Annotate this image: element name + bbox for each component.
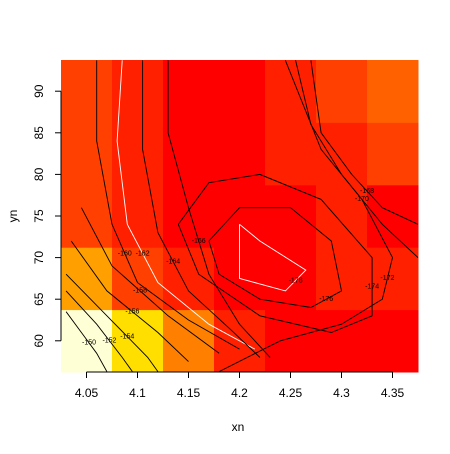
heat-cell [112, 122, 164, 186]
x-tick-label: 4.15 [177, 386, 201, 400]
contour-label: -152 [102, 338, 116, 345]
heat-cell [163, 184, 215, 248]
heat-cell [163, 60, 215, 123]
contour-line [81, 207, 220, 354]
x-tick-label: 4.25 [279, 386, 303, 400]
contour-line [116, 60, 256, 350]
heat-cell [214, 60, 266, 123]
heat-cell [265, 184, 317, 248]
contour-label: -176 [319, 296, 333, 303]
contour-label: -156 [125, 309, 139, 316]
heat-cell [61, 247, 113, 311]
heat-cell [112, 247, 164, 311]
x-tick-label: 4.05 [75, 386, 99, 400]
x-tick-label: 4.35 [381, 386, 405, 400]
y-tick-label: 90 [32, 84, 46, 98]
contour-label: -172 [380, 275, 394, 282]
contour-label: -154 [120, 333, 134, 340]
x-axis-label: xn [232, 420, 245, 434]
contour-label: -158 [133, 288, 147, 295]
contour-line [65, 273, 159, 372]
x-tick-label: 4.3 [333, 386, 350, 400]
heat-cell [265, 60, 317, 123]
contour-line [142, 60, 261, 358]
contour-line [96, 60, 240, 350]
y-tick-label: 65 [32, 292, 46, 306]
contour-label: -178 [289, 277, 303, 284]
heat-cell [61, 309, 113, 373]
heat-cell [112, 60, 164, 123]
contour-line [218, 60, 393, 373]
contour-label: -168 [360, 188, 374, 195]
contour-label: -160 [118, 250, 132, 257]
heat-cell [367, 60, 419, 123]
contour-line [65, 290, 133, 372]
contour-label: -162 [136, 250, 150, 257]
heat-cell [367, 309, 419, 373]
contour-label: -174 [365, 284, 379, 291]
heat-cell [316, 122, 368, 186]
y-axis-label: yn [6, 210, 20, 223]
contour-label: -166 [192, 238, 206, 245]
contour-line [177, 173, 373, 333]
contour-line [70, 240, 189, 362]
heat-cell [265, 247, 317, 311]
x-tick-label: 4.1 [129, 386, 146, 400]
y-tick-label: 80 [32, 167, 46, 181]
heat-cell [316, 60, 368, 123]
heat-cell [367, 122, 419, 186]
y-tick-label: 70 [32, 251, 46, 265]
x-tick-label: 4.2 [231, 386, 248, 400]
heat-cell [61, 60, 113, 123]
heat-cell [367, 184, 419, 248]
heat-cell [316, 309, 368, 373]
y-tick-label: 75 [32, 209, 46, 223]
contour-label: -164 [166, 259, 180, 266]
heat-cell [112, 309, 164, 373]
contour-line [167, 60, 271, 358]
contour-line [65, 311, 108, 372]
heat-cell [112, 184, 164, 248]
y-tick-label: 85 [32, 126, 46, 140]
heat-cell [265, 122, 317, 186]
heat-cell [163, 122, 215, 186]
contour-line [208, 207, 343, 308]
heat-cell [61, 122, 113, 186]
contour-label: -150 [82, 340, 96, 347]
contour-line [310, 60, 419, 225]
heat-cell [163, 309, 215, 373]
heat-cell [265, 309, 317, 373]
y-tick-label: 60 [32, 334, 46, 348]
heat-cell [61, 184, 113, 248]
heat-cell [214, 122, 266, 186]
contour-line [239, 223, 307, 292]
